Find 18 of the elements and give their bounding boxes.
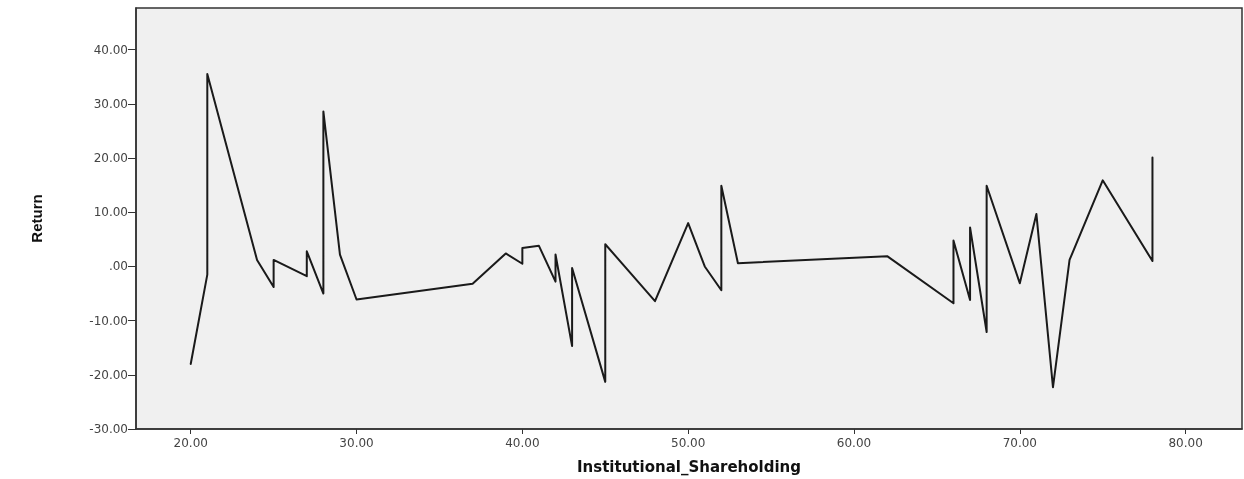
x-tick-label: 70.00 xyxy=(1002,436,1037,450)
y-tick-label: -20.00 xyxy=(89,367,128,382)
x-tick-label: 60.00 xyxy=(836,436,872,450)
x-tick-label: 40.00 xyxy=(505,436,540,450)
y-tick-label: 10.00 xyxy=(93,205,128,220)
x-axis-title: Institutional_Shareholding xyxy=(576,457,802,476)
y-axis-title: Return xyxy=(28,194,45,243)
y-tick-label: -10.00 xyxy=(89,313,128,328)
x-tick-label: 80.00 xyxy=(1168,436,1203,450)
y-tick-label: .00 xyxy=(108,259,128,274)
y-tick-label: -30.00 xyxy=(89,422,128,436)
line-series xyxy=(189,73,1154,389)
y-tick-label: 40.00 xyxy=(93,42,128,57)
x-tick-label: 30.00 xyxy=(339,436,374,450)
y-tick-label: 30.00 xyxy=(93,96,128,111)
x-tick-label: 50.00 xyxy=(670,436,706,450)
x-tick-label: 20.00 xyxy=(173,436,208,450)
y-tick-label: 20.00 xyxy=(93,151,128,166)
